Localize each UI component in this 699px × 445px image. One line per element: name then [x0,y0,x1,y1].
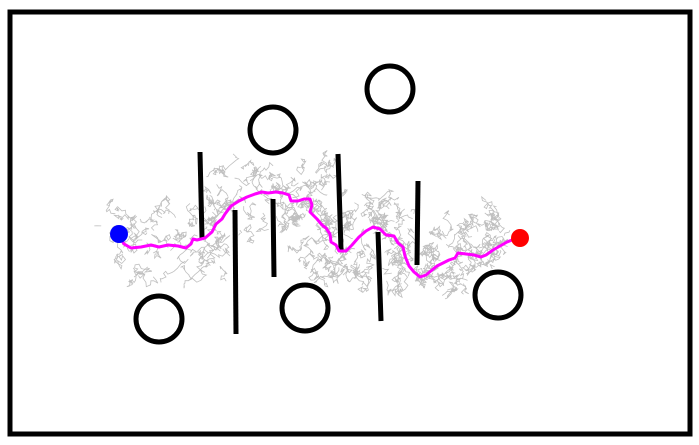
wall-obstacle [197,151,205,239]
circle-obstacle [364,63,416,115]
wall-obstacle [335,153,344,251]
obstacles [133,63,524,345]
wall-obstacle [414,180,421,266]
goal-point [511,229,529,247]
wall-obstacle [232,209,239,335]
circle-obstacle [247,104,299,156]
workspace-boundary [7,9,693,437]
circle-obstacle [472,269,524,321]
start-point [110,225,128,243]
wall-obstacle [375,231,384,322]
circle-obstacle [133,293,185,345]
solution-path [117,190,521,279]
circle-obstacle [279,282,331,334]
wall-obstacle [270,198,277,278]
